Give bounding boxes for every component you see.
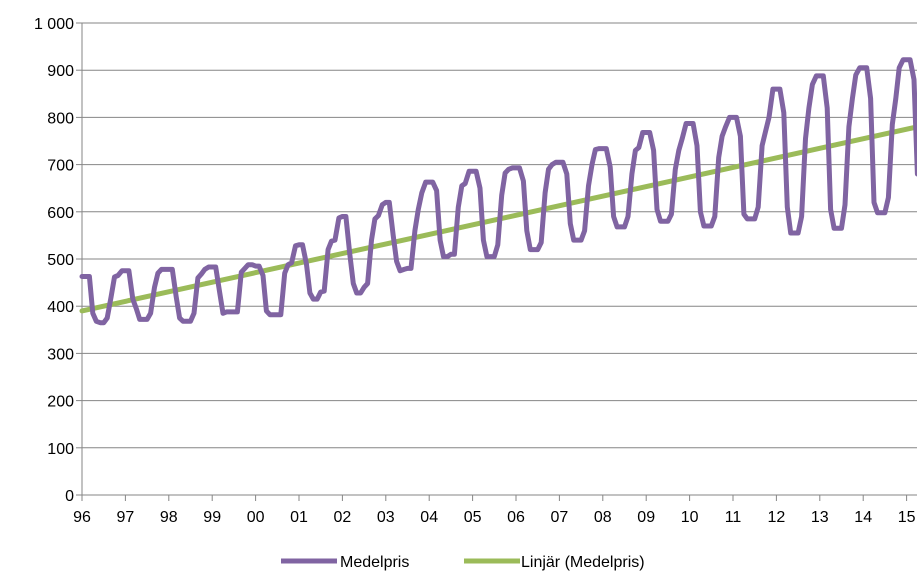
- x-tick-label-13: 09: [637, 509, 655, 526]
- x-tick-label-9: 05: [464, 509, 482, 526]
- series-line-medelpris: [79, 57, 917, 326]
- y-tick-label-1: 100: [47, 441, 74, 458]
- x-tick-label-11: 07: [551, 509, 569, 526]
- y-tick-label-7: 700: [47, 158, 74, 175]
- y-tick-label-10: 1 000: [34, 16, 74, 33]
- y-tick-label-3: 300: [47, 346, 74, 363]
- x-tick-label-10: 06: [507, 509, 525, 526]
- y-tick-label-9: 900: [47, 63, 74, 80]
- y-tick-label-2: 200: [47, 394, 74, 411]
- x-tick-label-4: 00: [247, 509, 265, 526]
- x-tick-label-14: 10: [681, 509, 699, 526]
- y-tick-label-6: 600: [47, 205, 74, 222]
- x-tick-label-0: 96: [73, 509, 91, 526]
- x-tick-label-1: 97: [117, 509, 135, 526]
- x-tick-label-5: 01: [290, 509, 308, 526]
- legend: Medelpris Linjär (Medelpris): [281, 554, 645, 571]
- x-tick-label-15: 11: [725, 509, 742, 526]
- x-axis-tick-labels: 96 97 98 99 00 01 02 03 04 05 06 07 08 09 10 11 12 13 14 15: [73, 495, 916, 526]
- x-tick-label-2: 98: [160, 509, 178, 526]
- x-tick-label-8: 04: [420, 509, 438, 526]
- y-axis-tick-labels: 0 100 200 300 400 500 600 700 800 900 1 000: [34, 16, 82, 505]
- axes: [81, 23, 917, 496]
- legend-linjar-label: Linjär (Medelpris): [521, 554, 645, 571]
- legend-medelpris-label: Medelpris: [340, 554, 409, 571]
- x-tick-label-7: 03: [377, 509, 395, 526]
- x-tick-label-6: 02: [334, 509, 352, 526]
- y-tick-label-5: 500: [47, 252, 74, 269]
- x-tick-label-17: 13: [811, 509, 829, 526]
- y-tick-label-8: 800: [47, 110, 74, 127]
- y-tick-label-4: 400: [47, 299, 74, 316]
- series-lines: [79, 57, 917, 326]
- x-tick-label-19: 15: [898, 509, 916, 526]
- x-tick-label-16: 12: [768, 509, 786, 526]
- x-tick-label-3: 99: [203, 509, 221, 526]
- x-tick-label-12: 08: [594, 509, 612, 526]
- y-tick-label-0: 0: [65, 488, 74, 505]
- x-tick-label-18: 14: [854, 509, 872, 526]
